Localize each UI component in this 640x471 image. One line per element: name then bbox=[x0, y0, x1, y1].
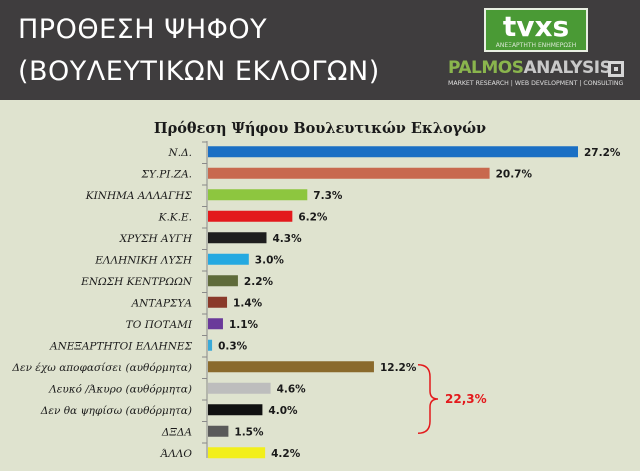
bar bbox=[208, 296, 228, 308]
bar bbox=[208, 339, 213, 351]
bar bbox=[208, 382, 271, 394]
data-label: 4.0% bbox=[268, 405, 298, 417]
category-label: Δεν θα ψηφίσω (αυθόρμητα) bbox=[40, 404, 192, 417]
page-title-line2: (ΒΟΥΛΕΥΤΙΚΩΝ ΕΚΛΟΓΩΝ) bbox=[18, 56, 380, 87]
category-label: Ν.Δ. bbox=[168, 147, 192, 159]
category-label: ΤΟ ΠΟΤΑΜΙ bbox=[126, 319, 193, 331]
data-label: 1.5% bbox=[234, 426, 264, 438]
data-label: 20.7% bbox=[496, 168, 533, 180]
category-label: ΕΝΩΣΗ ΚΕΝΤΡΩΩΝ bbox=[80, 276, 193, 288]
page-title-line1: ΠΡΟΘΕΣΗ ΨΗΦΟΥ bbox=[18, 14, 268, 45]
data-label: 27.2% bbox=[584, 147, 621, 159]
tvxs-logo: tvxs ΑΝΕΞΑΡΤΗΤΗ ΕΝΗΜΕΡΩΣΗ bbox=[484, 8, 588, 52]
palmos-logo-text: PALMOSANALYSIS bbox=[448, 58, 612, 78]
bar bbox=[208, 425, 229, 437]
palmos-analysis-logo: PALMOSANALYSIS MARKET RESEARCH | WEB DEV… bbox=[448, 58, 633, 94]
category-label: ΑΝΤΑΡΣΥΑ bbox=[131, 297, 193, 309]
bar bbox=[208, 210, 293, 222]
chart-title: Πρόθεση Ψήφου Βουλευτικών Εκλογών bbox=[154, 120, 486, 137]
category-label: ΕΛΛΗΝΙΚΗ ΛΥΣΗ bbox=[94, 254, 193, 266]
data-label: 6.2% bbox=[298, 211, 328, 223]
category-label: ΧΡΥΣΗ ΑΥΓΗ bbox=[119, 233, 193, 245]
chart-bars-group: Ν.Δ. 27.2% ΣΥ.ΡΙ.ΖΑ. 20.7% ΚΙΝΗΜΑ ΑΛΛΑΓΗΣ 7.3… bbox=[11, 141, 621, 460]
data-label: 7.3% bbox=[313, 190, 343, 202]
header-banner: ΠΡΟΘΕΣΗ ΨΗΦΟΥ (ΒΟΥΛΕΥΤΙΚΩΝ ΕΚΛΟΓΩΝ) tvxs… bbox=[0, 0, 640, 100]
category-label: Λευκό /Άκυρο (αυθόρμητα) bbox=[48, 383, 192, 395]
bar bbox=[208, 361, 374, 373]
data-label: 1.1% bbox=[229, 319, 259, 331]
bar bbox=[208, 447, 266, 459]
bar bbox=[208, 146, 578, 158]
tvxs-logo-subtitle: ΑΝΕΞΑΡΤΗΤΗ ΕΝΗΜΕΡΩΣΗ bbox=[495, 42, 577, 49]
bar bbox=[208, 232, 267, 244]
category-label: ΔΞΔΑ bbox=[161, 426, 193, 438]
category-label: ΚΙΝΗΜΑ ΑΛΛΑΓΗΣ bbox=[85, 190, 193, 202]
bar bbox=[208, 189, 308, 201]
data-label: 0.3% bbox=[218, 340, 248, 352]
category-label: ΆΛΛΟ bbox=[160, 448, 193, 460]
bar bbox=[208, 253, 249, 265]
category-label: ΣΥ.ΡΙ.ΖΑ. bbox=[141, 168, 192, 180]
category-label: Κ.Κ.Ε. bbox=[158, 211, 192, 223]
data-label: 4.6% bbox=[277, 383, 307, 395]
bar bbox=[208, 404, 263, 416]
palmos-logo-part2: ANALYSIS bbox=[523, 58, 612, 78]
data-label: 2.2% bbox=[244, 276, 274, 288]
annotation-brace bbox=[417, 364, 439, 434]
bar bbox=[208, 318, 223, 330]
category-label: ΑΝΕΞΑΡΤΗΤΟΙ ΕΛΛΗΝΕΣ bbox=[49, 340, 193, 352]
bar bbox=[208, 167, 490, 179]
palmos-logo-tagline: MARKET RESEARCH | WEB DEVELOPMENT | CONS… bbox=[448, 80, 624, 87]
category-label: Δεν έχω αποφασίσει (αυθόρμητα) bbox=[11, 361, 192, 374]
data-label: 3.0% bbox=[255, 254, 285, 266]
data-label: 4.2% bbox=[271, 448, 301, 460]
data-label: 4.3% bbox=[272, 233, 302, 245]
data-label: 12.2% bbox=[380, 362, 417, 374]
palmos-logo-mark-icon bbox=[608, 61, 624, 77]
palmos-logo-part1: PALMOS bbox=[448, 58, 524, 78]
tvxs-logo-text: tvxs bbox=[502, 10, 570, 43]
annotation-label: 22,3% bbox=[445, 392, 487, 406]
data-label: 1.4% bbox=[233, 297, 263, 309]
bar bbox=[208, 275, 238, 287]
vote-intention-bar-chart: Πρόθεση Ψήφου Βουλευτικών Εκλογών Ν.Δ. 27… bbox=[11, 120, 621, 460]
